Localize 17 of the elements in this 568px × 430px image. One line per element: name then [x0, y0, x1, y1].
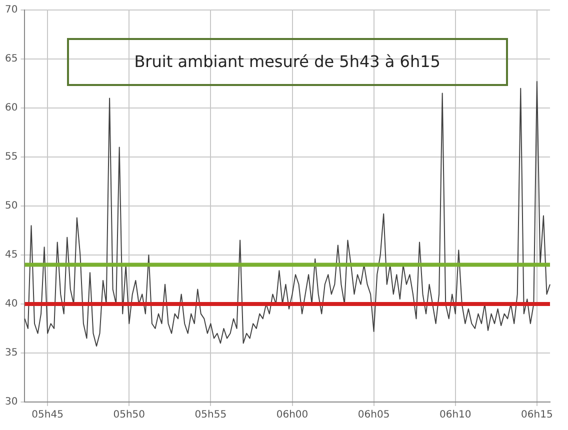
- y-tick-label: 45: [4, 250, 18, 261]
- x-tick-label: 05h50: [113, 410, 146, 421]
- y-tick-label: 30: [4, 396, 18, 408]
- y-tick-label: 50: [4, 200, 18, 212]
- x-tick-label: 06h05: [358, 410, 390, 421]
- y-tick-label: 35: [4, 348, 18, 359]
- y-tick-label: 55: [4, 152, 18, 163]
- y-tick-label: 40: [4, 298, 18, 310]
- x-tick-label: 05h55: [194, 410, 227, 421]
- x-tick-label: 06h00: [276, 410, 308, 421]
- x-tick-label: 06h15: [521, 410, 553, 421]
- text: Bruit ambiant mesuré de 5h43 à 6h15: [66, 38, 508, 86]
- y-tick-label: 65: [4, 54, 18, 65]
- y-tick-label: 60: [4, 102, 18, 114]
- y-tick-label: 70: [4, 4, 18, 16]
- x-tick-label: 05h45: [32, 410, 64, 421]
- x-tick-label: 06h10: [439, 410, 472, 421]
